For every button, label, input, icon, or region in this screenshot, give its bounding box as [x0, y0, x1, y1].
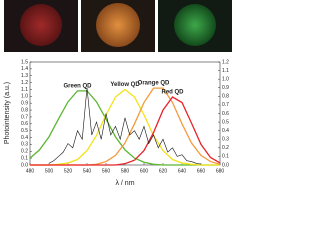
y2-tick-label: 1.0: [222, 76, 229, 82]
y-tick-label: 1.3: [21, 73, 28, 79]
y2-tick-label: 0.4: [222, 128, 229, 134]
y-tick-label: 0.7: [21, 114, 28, 120]
x-tick-label: 580: [121, 168, 130, 174]
figure: Photointensity (a.u.) λ / nm 480 500 520 54…: [4, 0, 232, 187]
y2-tick-label: 0.9: [222, 85, 229, 91]
y-tick-label: 0.0: [21, 162, 28, 168]
x-tick-label: 540: [83, 168, 92, 174]
series-label: Yellow QD: [110, 82, 140, 88]
y-tick-label: 0.1: [21, 155, 28, 161]
x-tick-label: 480: [26, 168, 35, 174]
y2-tick-label: 0.3: [222, 137, 229, 143]
x-tick-label: 640: [178, 168, 187, 174]
y2-tick-label: 0.0: [222, 162, 229, 168]
series-line: [48, 87, 202, 165]
y2-tick-label: 1.2: [222, 59, 229, 65]
y-tick-label: 0.5: [21, 128, 28, 134]
y2-tick-label: 1.1: [222, 68, 229, 74]
x-tick-label: 680: [216, 168, 225, 174]
y-tick-label: 1.1: [21, 87, 28, 93]
series-label: Red QD: [161, 90, 184, 96]
x-tick-label: 600: [140, 168, 149, 174]
orange-dot: [96, 3, 140, 47]
series-label: Green QD: [63, 83, 92, 89]
y2-tick-label: 0.1: [222, 154, 229, 160]
series-line: [30, 88, 220, 166]
y2-tick-label: 0.8: [222, 94, 229, 100]
x-tick-label: 560: [102, 168, 111, 174]
y-tick-label: 1.5: [21, 59, 28, 65]
y-tick-label: 0.2: [21, 149, 28, 155]
x-axis-label: λ / nm: [115, 180, 134, 187]
x-tick-label: 660: [197, 168, 206, 174]
green-dot: [174, 4, 216, 46]
series-line: [29, 90, 220, 166]
y-tick-label: 1.4: [21, 66, 28, 72]
y-tick-label: 0.6: [21, 121, 28, 127]
series-line: [30, 87, 221, 166]
y-tick-label: 0.4: [21, 135, 28, 141]
y2-tick-label: 0.5: [222, 119, 229, 125]
x-tick-label: 620: [159, 168, 168, 174]
y-tick-label: 0.8: [21, 107, 28, 113]
y2-tick-label: 0.2: [222, 145, 229, 151]
x-tick-label: 520: [64, 168, 73, 174]
y-tick-label: 0.9: [21, 101, 28, 107]
series-line: [30, 96, 221, 166]
y2-tick-label: 0.6: [222, 111, 229, 117]
y-tick-label: 1.2: [21, 80, 28, 86]
y-axis-label: Photointensity (a.u.): [4, 82, 11, 144]
series-label: Orange QD: [138, 81, 170, 87]
y-tick-label: 0.3: [21, 142, 28, 148]
red-dot: [20, 4, 62, 46]
micrographs: [4, 0, 232, 52]
y-tick-label: 1.0: [21, 94, 28, 100]
x-tick-label: 500: [45, 168, 54, 174]
y2-tick-label: 0.7: [222, 102, 229, 108]
